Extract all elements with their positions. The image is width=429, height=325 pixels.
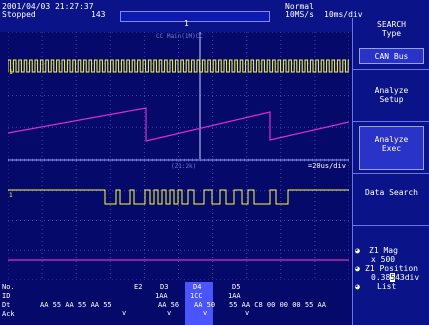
frame-id: 1CC [190,292,203,300]
knob-icon: ◕ [355,246,360,255]
ack-mark: v [245,309,250,317]
menu-title: SEARCH [377,20,406,29]
channel1-trace-main [8,59,349,73]
zoom-window-label: (Z1:2k) [171,163,196,170]
record-overview-bar [120,11,270,22]
datetime: 2001/04/03 21:27:37 [2,2,94,11]
ack-mark: v [122,309,127,317]
channel2-trace-main [8,107,349,142]
time-per-division: 10ms/div [324,10,363,19]
zoom-grid [8,160,349,280]
frame-data: AA 50 [194,301,216,309]
ack-mark: v [203,309,208,317]
menu-type-block[interactable]: SEARCH Type CAN Bus [353,18,429,70]
decode-table[interactable]: No. ID Dt Ack E2 D3 D4 D5 1AA 1CC 1AA AA… [0,282,352,325]
analyze-setup-button[interactable]: Analyze Setup [353,70,429,122]
channel1-marker-zoom: 1 [9,192,13,199]
main-window-label: CC Main(1M)CC [156,33,203,40]
frame-no: E2 [134,283,143,291]
data-search-label: Data Search [365,188,418,197]
frame-id: 1AA [155,292,168,300]
waveform-canvas: CC Main(1M)CC (Z1:2k) =20us/div 1 1 [8,32,349,280]
knob-icon: ◕ [355,264,360,273]
selected-frame-highlight [185,282,213,325]
ack-mark: v [167,309,172,317]
acquisition-state: Stopped [2,10,36,19]
waveform-display[interactable]: CC Main(1M)CC (Z1:2k) =20us/div 1 1 [8,32,349,280]
search-menu-panel: SEARCH Type CAN Bus Analyze Setup Analyz… [352,18,429,325]
frame-data: 55 AA C8 00 00 00 55 AA [229,301,326,309]
trigger-position-marker: 1 [184,19,189,28]
acquisition-count: 143 [91,10,106,19]
frame-data: AA 55 AA 55 AA 55 [40,301,112,309]
frame-id: 1AA [228,292,241,300]
z1-mag-value[interactable]: x 500 [371,255,396,264]
frame-data: AA 56 [158,301,180,309]
frame-no: D4 [193,283,202,291]
zoom-settings-block[interactable]: ◕ Z1 Mag x 500 ◕ Z1 Position 0.38543div … [353,226,429,325]
sample-rate: 10MS/s [285,10,314,19]
zoom-time-per-division: =20us/div [308,162,346,170]
row-label-no: No. [2,283,15,291]
analyze-setup-label: Analyze Setup [374,86,409,104]
analyze-exec-block[interactable]: Analyze Exec [353,122,429,174]
frame-no: D5 [232,283,241,291]
trigger-mode: Normal [285,2,314,11]
channel1-trace-zoom [8,189,349,205]
z1-position-label: Z1 Position [365,264,418,273]
row-label-dt: Dt [2,301,11,309]
status-bar: 2001/04/03 21:27:37 Stopped 143 1 Normal… [0,0,429,32]
list-label[interactable]: List [377,282,397,291]
analyze-exec-button[interactable]: Analyze Exec [359,126,424,170]
data-search-button[interactable]: Data Search [353,174,429,226]
row-label-id: ID [2,292,11,300]
row-label-ack: Ack [2,310,15,318]
can-bus-type-button[interactable]: CAN Bus [359,48,424,64]
menu-type-label: Type [381,29,402,38]
knob-icon: ◕ [355,282,360,291]
z1-position-value[interactable]: 0.38543div [371,273,420,282]
frame-no: D3 [160,283,169,291]
z1-mag-label: Z1 Mag [369,246,398,255]
